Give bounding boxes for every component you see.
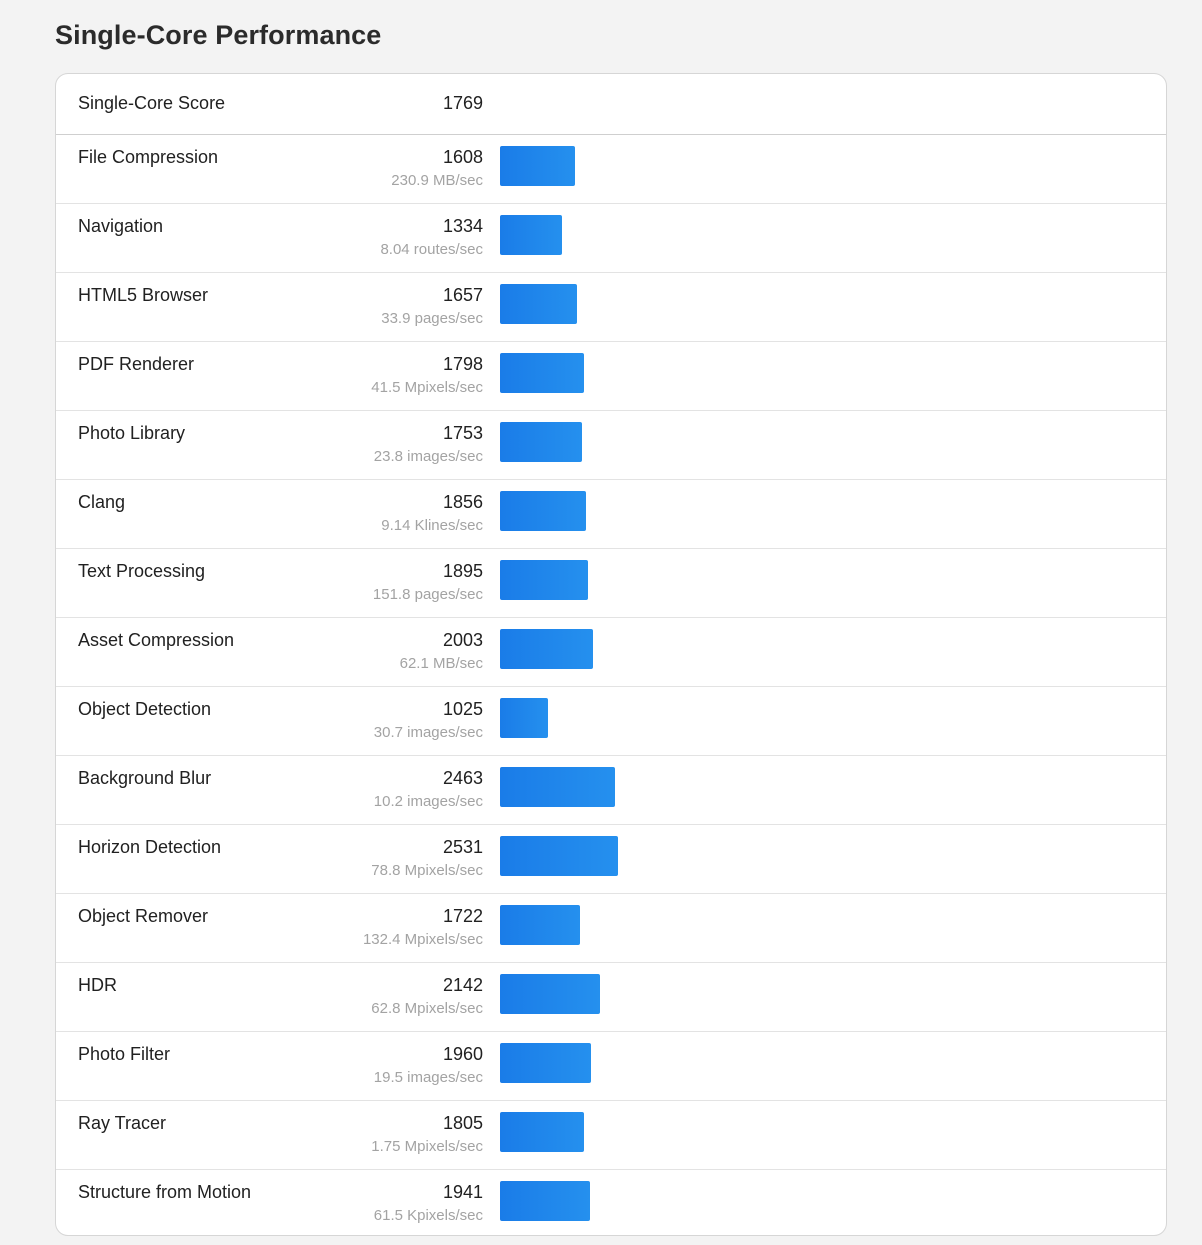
page-title: Single-Core Performance — [55, 20, 382, 50]
benchmark-score: 1608 — [442, 147, 483, 167]
benchmark-rate: 62.1 MB/sec — [399, 655, 483, 672]
benchmark-rate: 33.9 pages/sec — [381, 310, 483, 327]
single-core-score-row: Single-Core Score 1769 — [56, 74, 1166, 135]
benchmark-rate: 132.4 Mpixels/sec — [362, 931, 483, 948]
benchmark-row: Text Processing 1895 151.8 pages/sec — [56, 549, 1166, 618]
benchmark-name: Clang — [78, 492, 126, 512]
benchmark-score-bar — [500, 905, 580, 945]
single-core-score-value: 1769 — [442, 93, 483, 113]
benchmark-row: Asset Compression 2003 62.1 MB/sec — [56, 618, 1166, 687]
benchmark-score: 1334 — [442, 216, 483, 236]
benchmark-name: File Compression — [78, 147, 219, 167]
benchmark-score-bar — [500, 353, 584, 393]
benchmark-score-bar — [500, 1043, 591, 1083]
benchmark-list: File Compression 1608 230.9 MB/sec Navigati… — [56, 135, 1166, 1235]
benchmark-score: 2142 — [442, 975, 483, 995]
benchmark-row: Background Blur 2463 10.2 images/sec — [56, 756, 1166, 825]
benchmark-score-bar — [500, 836, 618, 876]
benchmark-row: Clang 1856 9.14 Klines/sec — [56, 480, 1166, 549]
benchmark-name: Object Remover — [78, 906, 209, 926]
benchmark-score-bar — [500, 1112, 584, 1152]
benchmark-rate: 62.8 Mpixels/sec — [371, 1000, 483, 1017]
benchmark-name: Background Blur — [78, 768, 212, 788]
benchmark-score-bar — [500, 974, 600, 1014]
benchmark-row: Object Remover 1722 132.4 Mpixels/sec — [56, 894, 1166, 963]
benchmark-score: 2463 — [442, 768, 483, 788]
benchmark-score-bar — [500, 560, 588, 600]
benchmark-name: Object Detection — [78, 699, 212, 719]
benchmark-row: HTML5 Browser 1657 33.9 pages/sec — [56, 273, 1166, 342]
benchmark-score-bar — [500, 422, 582, 462]
benchmark-name: HTML5 Browser — [78, 285, 209, 305]
benchmark-row: Horizon Detection 2531 78.8 Mpixels/sec — [56, 825, 1166, 894]
benchmark-row: Photo Library 1753 23.8 images/sec — [56, 411, 1166, 480]
benchmark-name: Photo Filter — [78, 1044, 171, 1064]
benchmark-row: HDR 2142 62.8 Mpixels/sec — [56, 963, 1166, 1032]
benchmark-rate: 61.5 Kpixels/sec — [373, 1207, 483, 1224]
benchmark-score: 1960 — [442, 1044, 483, 1064]
benchmark-score: 1025 — [442, 699, 483, 719]
benchmark-score-bar — [500, 698, 548, 738]
benchmark-rate: 78.8 Mpixels/sec — [371, 862, 483, 879]
benchmark-score-bar — [500, 146, 575, 186]
benchmark-score: 1941 — [442, 1182, 483, 1202]
benchmark-score: 1895 — [442, 561, 483, 581]
benchmark-score: 1722 — [442, 906, 483, 926]
benchmark-card: Single-Core Score 1769 File Compression 1… — [55, 73, 1167, 1236]
benchmark-score-bar — [500, 491, 586, 531]
benchmark-score: 1657 — [442, 285, 483, 305]
benchmark-rate: 10.2 images/sec — [373, 793, 483, 810]
benchmark-name: Horizon Detection — [78, 837, 222, 857]
benchmark-score: 1798 — [442, 354, 483, 374]
benchmark-score-bar — [500, 1181, 590, 1221]
benchmark-row: Photo Filter 1960 19.5 images/sec — [56, 1032, 1166, 1101]
benchmark-rate: 30.7 images/sec — [373, 724, 483, 741]
benchmark-rate: 23.8 images/sec — [373, 448, 483, 465]
benchmark-rate: 151.8 pages/sec — [372, 586, 483, 603]
benchmark-rate: 1.75 Mpixels/sec — [371, 1138, 483, 1155]
benchmark-score-bar — [500, 629, 593, 669]
benchmark-score: 1805 — [442, 1113, 483, 1133]
benchmark-score-bar — [500, 215, 562, 255]
benchmark-row: PDF Renderer 1798 41.5 Mpixels/sec — [56, 342, 1166, 411]
benchmark-rate: 230.9 MB/sec — [391, 172, 483, 189]
benchmark-score-bar — [500, 767, 615, 807]
benchmark-row: Ray Tracer 1805 1.75 Mpixels/sec — [56, 1101, 1166, 1170]
benchmark-rate: 41.5 Mpixels/sec — [371, 379, 483, 396]
benchmark-row: Object Detection 1025 30.7 images/sec — [56, 687, 1166, 756]
benchmark-rate: 8.04 routes/sec — [380, 241, 483, 258]
benchmark-row: File Compression 1608 230.9 MB/sec — [56, 135, 1166, 204]
benchmark-rate: 19.5 images/sec — [373, 1069, 483, 1086]
benchmark-name: PDF Renderer — [78, 354, 195, 374]
benchmark-name: Photo Library — [78, 423, 186, 443]
benchmark-name: Ray Tracer — [78, 1113, 167, 1133]
benchmark-row: Structure from Motion 1941 61.5 Kpixels/se… — [56, 1170, 1166, 1235]
benchmark-score: 2531 — [442, 837, 483, 857]
benchmark-name: Structure from Motion — [78, 1182, 252, 1202]
benchmark-score: 2003 — [442, 630, 483, 650]
benchmark-score: 1856 — [442, 492, 483, 512]
benchmark-name: Navigation — [78, 216, 164, 236]
benchmark-name: HDR — [78, 975, 117, 995]
benchmark-name: Text Processing — [78, 561, 206, 581]
benchmark-score-bar — [500, 284, 577, 324]
benchmark-rate: 9.14 Klines/sec — [381, 517, 483, 534]
benchmark-name: Asset Compression — [78, 630, 235, 650]
single-core-score-label: Single-Core Score — [78, 93, 226, 113]
benchmark-row: Navigation 1334 8.04 routes/sec — [56, 204, 1166, 273]
benchmark-score: 1753 — [442, 423, 483, 443]
